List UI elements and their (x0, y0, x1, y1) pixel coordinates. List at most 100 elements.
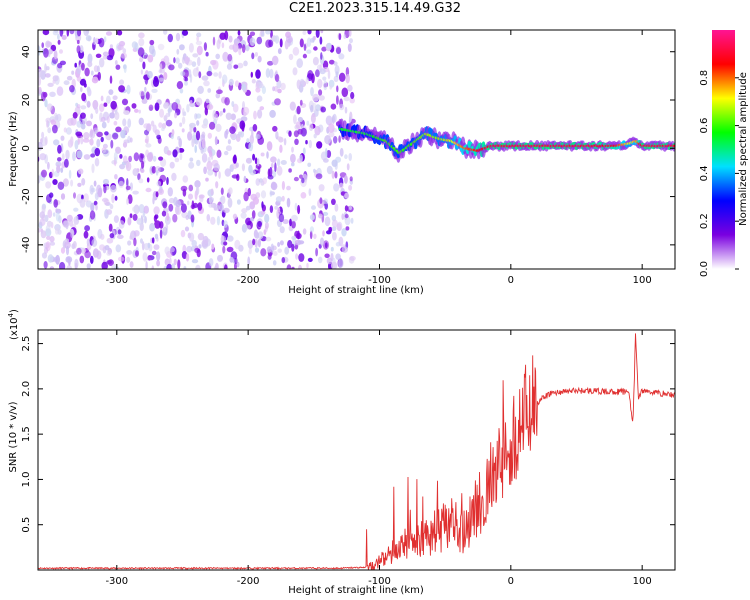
heatmap-noise-blob (248, 164, 253, 174)
heatmap-noise-blob (294, 202, 298, 211)
heatmap-noise-blob (226, 246, 234, 253)
heatmap-noise-blob (175, 205, 180, 215)
heatmap-noise-blob (93, 200, 98, 206)
heatmap-noise-blob (166, 177, 169, 185)
heatmap-noise-blob (244, 224, 251, 230)
heatmap-noise-blob (38, 45, 41, 56)
heatmap-noise-blob (172, 213, 178, 223)
heatmap-noise-blob (298, 264, 302, 269)
heatmap-noise-blob (281, 257, 286, 264)
heatmap-noise-blob (159, 63, 163, 73)
heatmap-noise-blob (245, 157, 253, 164)
heatmap-y-tick-label: 0 (21, 145, 32, 151)
heatmap-noise-blob (102, 51, 109, 57)
heatmap-noise-blob (248, 247, 252, 255)
heatmap-noise-blob (49, 241, 56, 246)
heatmap-noise-blob (133, 152, 140, 162)
heatmap-noise-blob (280, 160, 287, 165)
heatmap-noise-blob (272, 125, 278, 132)
heatmap-noise-blob (83, 83, 87, 88)
heatmap-noise-blob (41, 42, 44, 49)
heatmap-noise-blob (214, 136, 218, 146)
heatmap-frame (37, 29, 676, 270)
heatmap-noise-blob (169, 161, 175, 169)
heatmap-noise-blob (249, 37, 256, 47)
heatmap-noise-blob (232, 42, 239, 53)
heatmap-noise-blob (149, 222, 156, 232)
heatmap-noise-blob (260, 190, 267, 199)
heatmap-noise-blob (227, 197, 233, 208)
heatmap-noise-blob (177, 259, 181, 269)
heatmap-noise-blob (189, 100, 193, 105)
heatmap-noise-blob (140, 69, 144, 75)
heatmap-noise-blob (277, 248, 283, 253)
heatmap-noise-blob (40, 230, 47, 239)
heatmap-noise-blob (311, 205, 316, 210)
heatmap-noise-blob (294, 138, 299, 145)
heatmap-noise-blob (250, 71, 253, 78)
heatmap-noise-blob (81, 62, 85, 71)
heatmap-noise-blob (257, 231, 264, 240)
heatmap-noise-blob (55, 254, 60, 265)
heatmap-noise-blob (138, 109, 141, 114)
heatmap-noise-blob (216, 39, 221, 50)
heatmap-noise-blob (145, 187, 152, 193)
heatmap-noise-blob (216, 89, 223, 94)
heatmap-noise-blob (288, 53, 294, 61)
heatmap-noise-blob (195, 264, 201, 269)
heatmap-noise-blob (189, 122, 196, 129)
heatmap-noise-blob (265, 30, 271, 35)
heatmap-noise-blob (108, 89, 114, 95)
heatmap-noise-blob (133, 230, 140, 237)
heatmap-noise-blob (223, 207, 230, 214)
heatmap-noise-blob (152, 196, 155, 205)
heatmap-noise-blob (295, 121, 301, 129)
heatmap-noise-blob (299, 99, 303, 106)
heatmap-noise-blob (346, 163, 350, 171)
heatmap-noise-blob (195, 40, 203, 46)
heatmap-noise-blob (212, 60, 219, 70)
heatmap-noise-blob (104, 245, 110, 251)
heatmap-noise-blob (76, 247, 82, 255)
heatmap-noise-blob (77, 182, 82, 187)
heatmap-noise-blob (223, 220, 228, 228)
heatmap-noise-blob (144, 138, 149, 144)
heatmap-noise-blob (59, 261, 66, 269)
heatmap-noise-blob (86, 120, 92, 127)
heatmap-noise-blob (273, 251, 278, 256)
heatmap-noise-blob (257, 55, 262, 63)
heatmap-noise-blob (43, 247, 49, 254)
heatmap-noise-blob (158, 122, 163, 128)
heatmap-noise-blob (70, 230, 74, 238)
heatmap-noise-blob (306, 263, 309, 269)
heatmap-noise-blob (237, 42, 242, 50)
heatmap-noise-blob (245, 205, 251, 211)
heatmap-noise-blob (232, 103, 239, 113)
heatmap-noise-blob (47, 82, 54, 87)
heatmap-noise-blob (156, 260, 161, 267)
heatmap-noise-blob (86, 100, 91, 108)
heatmap-noise-blob (95, 107, 99, 114)
heatmap-noise-blob (269, 205, 274, 214)
heatmap-noise-blob (79, 198, 86, 208)
heatmap-noise-blob (195, 97, 203, 106)
heatmap-noise-blob (154, 220, 161, 229)
heatmap-noise-blob (90, 153, 96, 158)
heatmap-noise-blob (95, 37, 99, 44)
heatmap-noise-blob (306, 37, 312, 47)
heatmap-noise-blob (80, 105, 87, 110)
heatmap-noise-blob (138, 32, 145, 39)
heatmap-noise-blob (143, 205, 149, 214)
snr-x-tick-label: -200 (237, 576, 260, 587)
heatmap-noise-blob (94, 192, 99, 201)
heatmap-noise-blob (267, 60, 274, 66)
heatmap-noise-blob (114, 174, 118, 180)
heatmap-noise-blob (114, 195, 118, 201)
heatmap-y-tick-label: -20 (21, 188, 32, 204)
heatmap-noise-blob (318, 89, 323, 96)
heatmap-noise-blob (72, 112, 78, 119)
heatmap-noise-blob (332, 231, 337, 241)
heatmap-noise-blob (113, 151, 118, 162)
heatmap-noise-blob (144, 86, 147, 93)
heatmap-noise-blob (179, 44, 185, 51)
